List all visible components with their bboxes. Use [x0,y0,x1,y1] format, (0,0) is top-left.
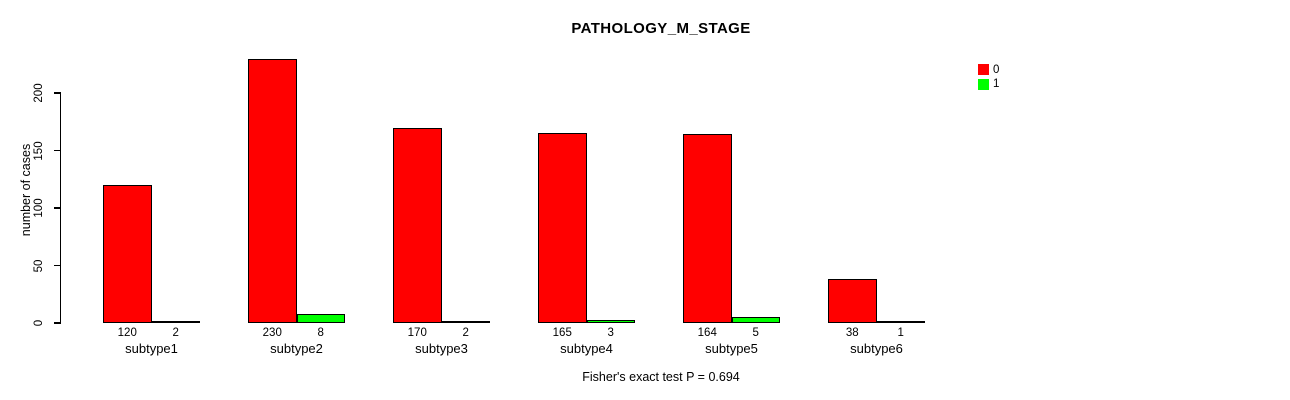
x-category-label-subtype6: subtype6 [850,341,903,356]
bar-series1-subtype5 [731,317,780,323]
legend-label-0: 0 [993,63,1000,76]
bar-series0-subtype4 [538,133,587,323]
bar-series0-subtype6 [828,279,877,323]
bar-series0-subtype2 [248,58,297,323]
bar-series0-subtype5 [683,134,732,323]
bar-value-label: 165 [552,327,572,339]
y-tick-mark [54,322,61,324]
legend-swatch-1 [978,78,989,90]
x-category-label-subtype1: subtype1 [125,341,178,356]
bar-value-label: 164 [697,327,717,339]
bar-series0-subtype1 [103,185,152,323]
y-tick-label: 50 [33,259,45,272]
y-tick-mark [54,264,61,267]
y-tick-mark [54,207,61,209]
bar-value-label: 38 [845,327,859,339]
bar-value-label: 2 [172,327,179,339]
bar-series1-subtype4 [586,319,635,323]
bar-series1-subtype1 [151,320,200,323]
legend-label-1: 1 [993,78,1000,90]
y-tick-mark [54,149,61,152]
bar-value-label: 3 [607,327,614,339]
legend-swatch-0 [978,64,989,75]
x-category-label-subtype2: subtype2 [270,341,323,356]
bar-value-label: 120 [117,327,137,339]
x-category-label-subtype5: subtype5 [705,341,758,356]
y-axis-label: number of cases [19,143,33,237]
chart-title: PATHOLOGY_M_STAGE [571,20,751,37]
bar-series1-subtype6 [876,321,925,323]
x-category-label-subtype4: subtype4 [560,341,613,356]
y-tick-label: 150 [33,140,45,161]
x-category-label-subtype3: subtype3 [415,341,468,356]
bar-value-label: 8 [317,327,324,339]
bar-value-label: 1 [897,327,904,339]
bar-value-label: 5 [752,327,759,339]
bar-value-label: 2 [462,327,469,339]
annotation-fisher-test: Fisher's exact test P = 0.694 [582,370,740,384]
bar-value-label: 170 [407,327,427,339]
y-tick-label: 200 [33,83,45,103]
bar-series1-subtype2 [296,313,345,323]
y-tick-label: 0 [33,319,45,327]
bar-series1-subtype3 [441,320,490,323]
bar-value-label: 230 [262,327,282,339]
bar-series0-subtype3 [393,127,442,323]
y-tick-label: 100 [33,198,45,218]
y-tick-mark [54,92,61,94]
